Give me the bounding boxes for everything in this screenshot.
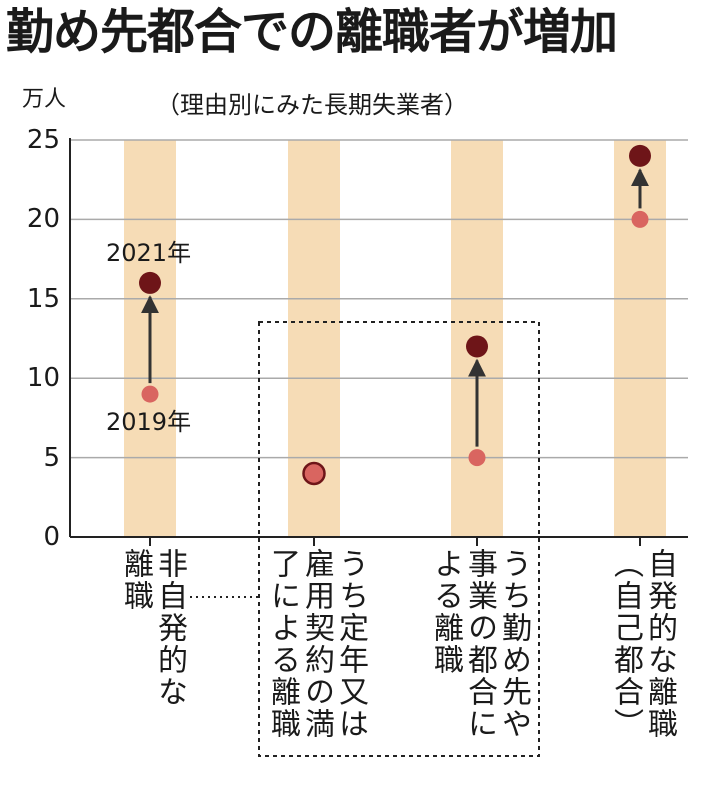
y-tick-label: 0: [43, 522, 60, 552]
y-tick-label: 5: [43, 442, 60, 473]
category-label-line: うち勤め先や: [496, 548, 531, 740]
y-tick-label: 15: [26, 283, 60, 314]
point-2021-3: [466, 335, 488, 358]
category-label-1: 非自発的な 離職: [118, 548, 187, 708]
category-label-3: うち勤め先や 事業の都合に よる離職: [428, 548, 531, 740]
category-label-line: 事業の都合に: [462, 548, 497, 740]
point-2021-4: [629, 144, 651, 167]
point-2019-3: [468, 449, 486, 467]
chart-title: 勤め先都合での離職者が増加: [6, 4, 618, 60]
category-label-4: 自発的な離職 （自己都合）: [608, 548, 677, 740]
series-label-2019: 2019年: [106, 408, 192, 437]
y-axis-unit-label: 万人: [22, 87, 67, 112]
category-label-line: うち定年又は: [333, 548, 368, 740]
subcategory-group-bracket: [258, 321, 540, 757]
category-label-line: よる離職: [428, 548, 463, 676]
point-2019-2021-2: [302, 461, 326, 486]
category-label-line: 了による離職: [265, 548, 300, 740]
y-tick-label: 10: [26, 363, 60, 394]
y-tick-label: 25: [26, 125, 60, 155]
series-label-2021: 2021年: [106, 238, 192, 267]
category-label-2: うち定年又は 雇用契約の満 了による離職: [265, 548, 368, 740]
category-label-line: 雇用契約の満: [299, 548, 334, 740]
point-2021-1: [139, 271, 161, 294]
category-label-line: （自己都合）: [608, 548, 643, 740]
category-label-line: 非自発的な: [152, 548, 187, 708]
category-label-line: 離職: [118, 548, 153, 612]
point-2019-1: [141, 385, 159, 403]
point-2019-4: [631, 210, 649, 228]
category-label-line: 自発的な離職: [642, 548, 677, 740]
chart-subtitle: （理由別にみた長期失業者）: [156, 91, 468, 119]
y-tick-label: 20: [26, 204, 60, 235]
